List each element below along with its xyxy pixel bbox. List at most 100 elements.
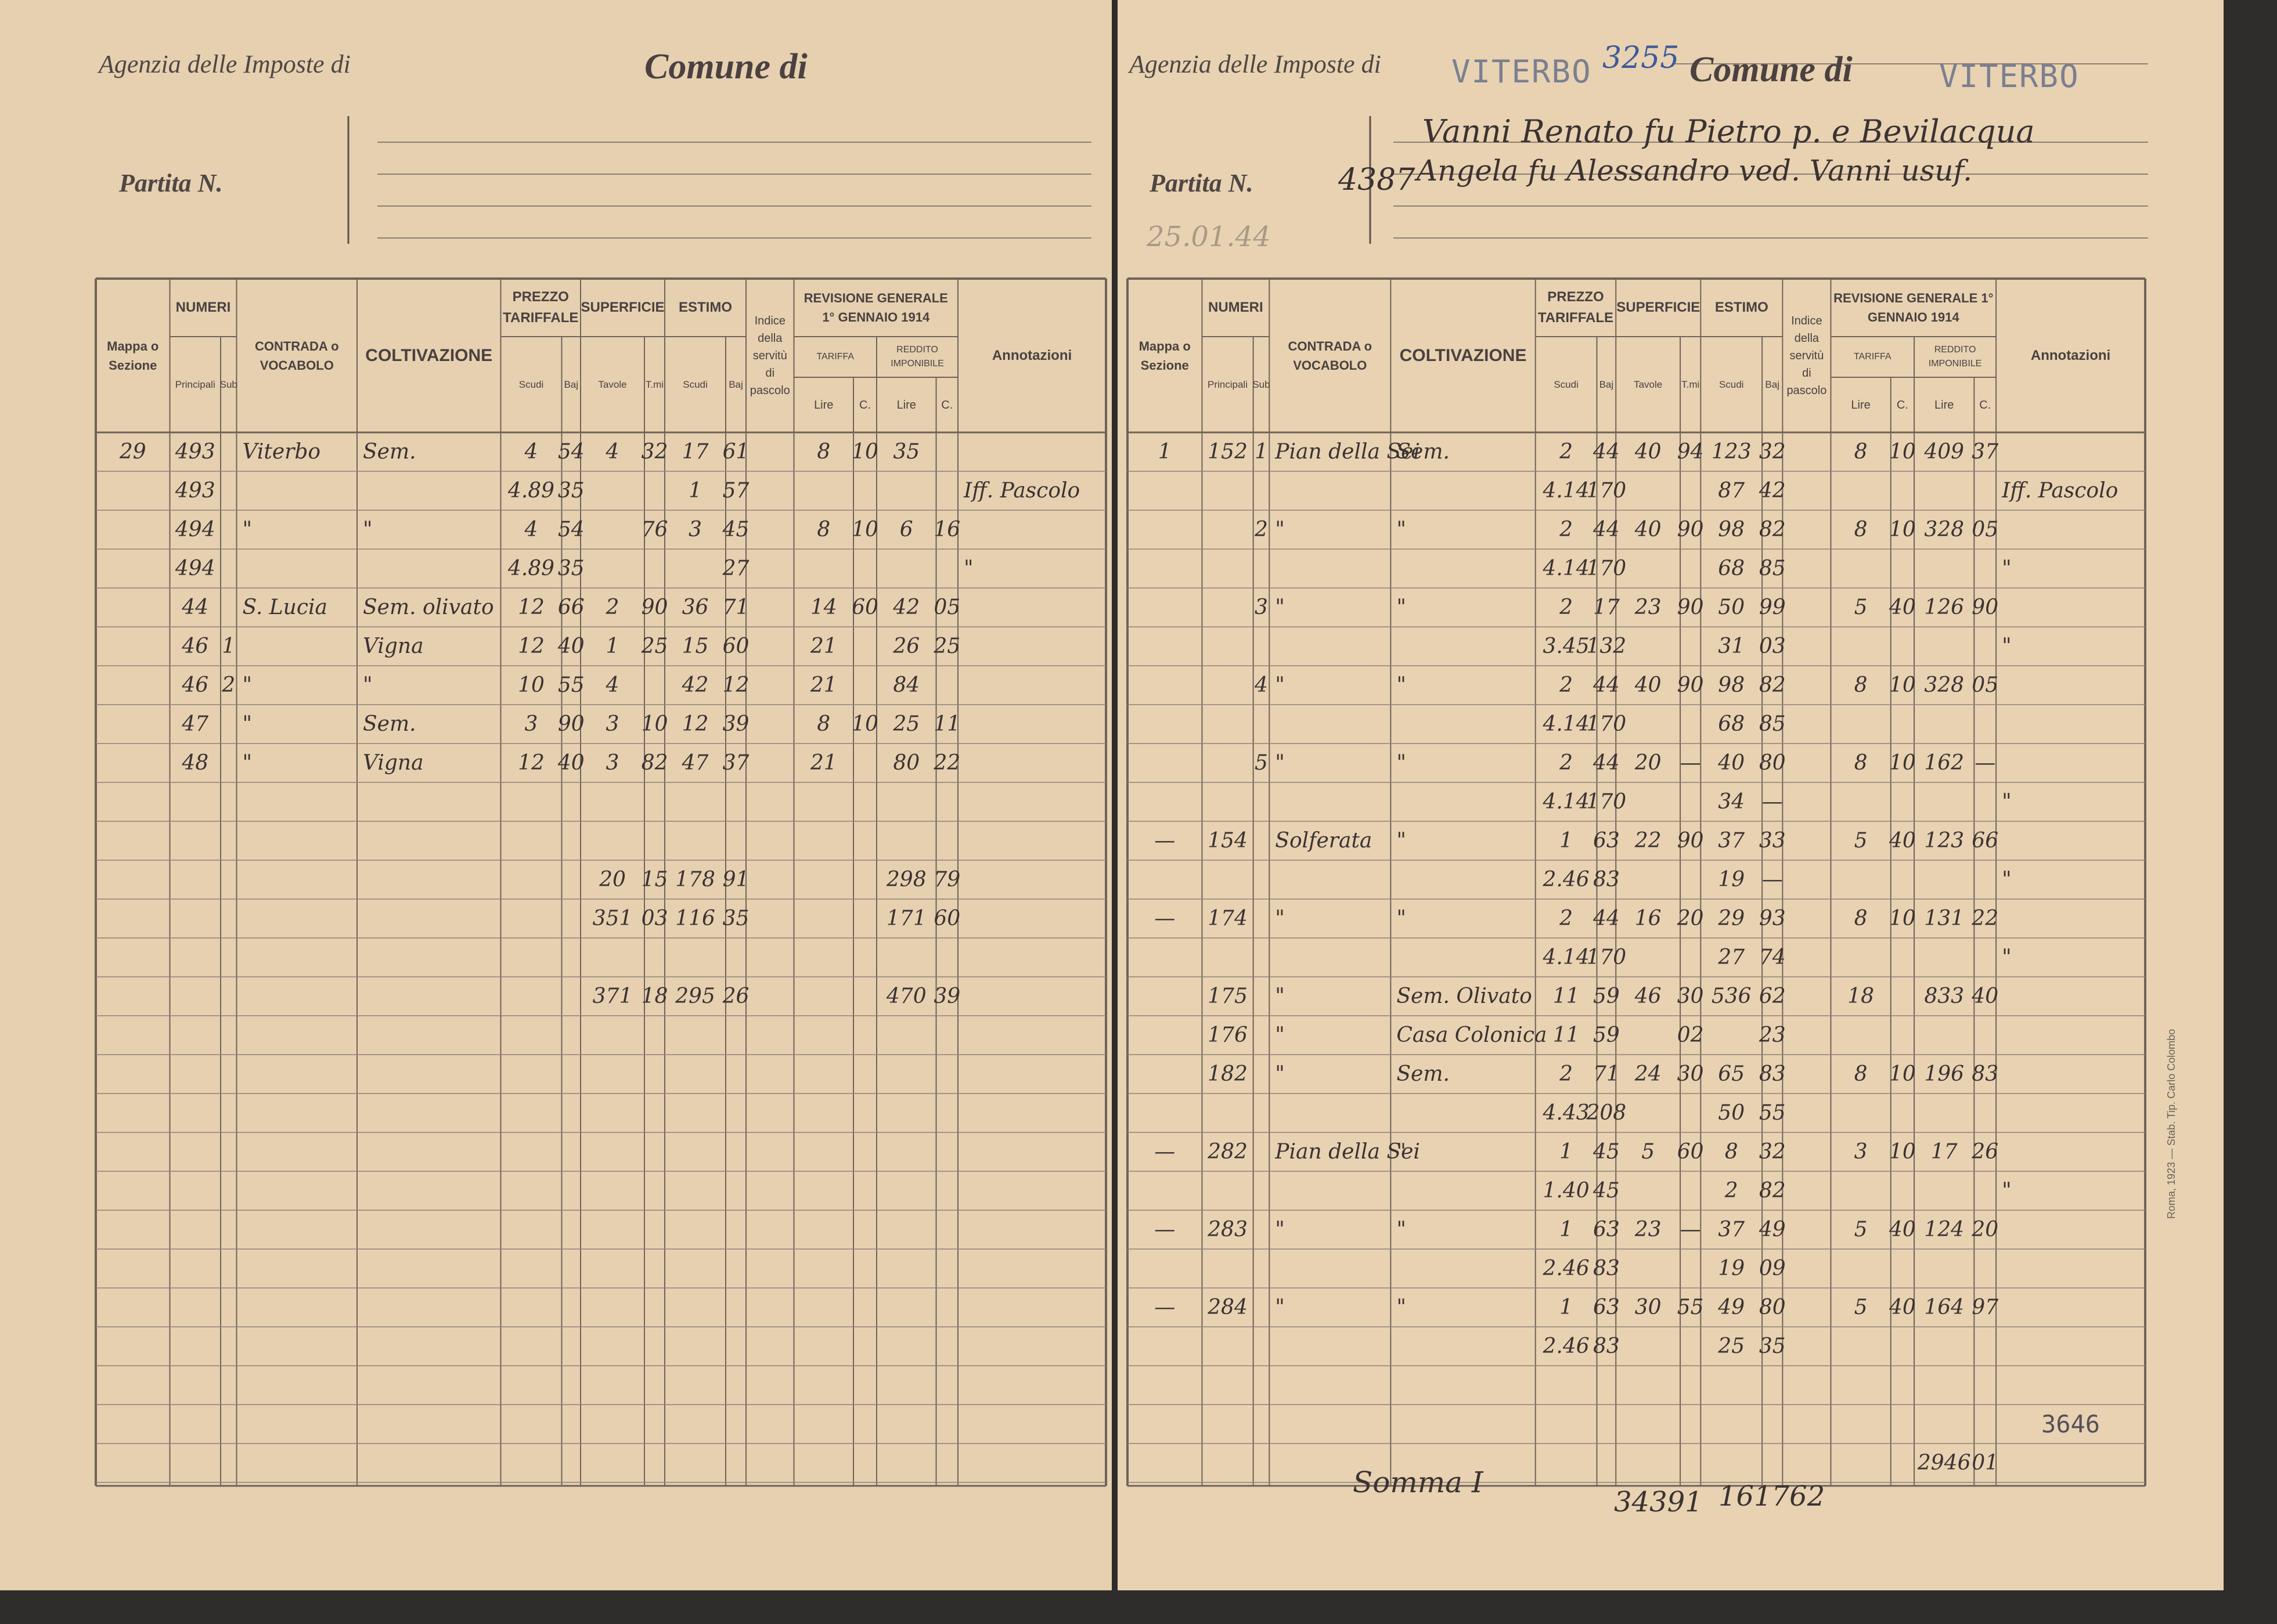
cell-reddito-c: 05 bbox=[934, 596, 961, 619]
cell-estimo-scudi: 2 bbox=[1724, 1179, 1738, 1203]
cell-prezzo-scudi: 12 bbox=[518, 751, 545, 775]
cell-tariffa-lire: 5 bbox=[1854, 829, 1868, 853]
cell-superficie-tmi: 90 bbox=[1677, 596, 1704, 619]
cell-annotazioni: " bbox=[964, 557, 974, 580]
column-header: Tavole bbox=[1634, 378, 1663, 390]
cell-prezzo-scudi: 2.46 bbox=[1543, 868, 1590, 892]
cell-coltivazione: Sem. bbox=[1396, 1062, 1450, 1086]
cell-prezzo-scudi: 2 bbox=[1559, 907, 1573, 930]
cell-tariffa-c: 10 bbox=[1889, 751, 1916, 775]
cell-tariffa-c: 40 bbox=[1889, 1218, 1916, 1242]
cell-estimo-scudi: 19 bbox=[1718, 868, 1745, 892]
cell-reddito-c: 05 bbox=[1972, 673, 1999, 697]
cell-estimo-baj: 93 bbox=[1759, 907, 1786, 930]
cell-superficie-tmi: 90 bbox=[1677, 673, 1704, 697]
cell-coltivazione: Vigna bbox=[363, 634, 424, 658]
cell-prezzo-scudi: 4.43 bbox=[1543, 1101, 1590, 1125]
cell-estimo-scudi: 47 bbox=[682, 751, 709, 775]
cell-reddito-c: 22 bbox=[1972, 907, 1999, 930]
column-header: Baj bbox=[1765, 378, 1779, 390]
cell-tariffa-lire: 5 bbox=[1854, 596, 1868, 619]
cell-reddito-c: 20 bbox=[1972, 1218, 1999, 1242]
cell-principali: 283 bbox=[1208, 1218, 1248, 1242]
cell-superficie-tmi: 32 bbox=[641, 440, 668, 464]
cell-estimo-baj: 85 bbox=[1759, 557, 1786, 580]
cell-superficie-tmi: 82 bbox=[641, 751, 668, 775]
cell-prezzo-baj: 40 bbox=[557, 634, 585, 658]
column-header: Principali bbox=[1208, 378, 1248, 390]
cell-coltivazione: " bbox=[1396, 1218, 1406, 1242]
cell-estimo-baj: 55 bbox=[1759, 1101, 1786, 1125]
cell-superficie-tavole: 351 bbox=[592, 907, 633, 930]
cell-superficie-tmi: 25 bbox=[641, 634, 668, 658]
column-header: T.mi bbox=[645, 378, 664, 390]
cell-contrada: S. Lucia bbox=[242, 596, 328, 619]
cell-prezzo-baj: 63 bbox=[1593, 829, 1620, 853]
cell-estimo-baj: 32 bbox=[1759, 1140, 1786, 1164]
cell-prezzo-scudi: 2 bbox=[1559, 751, 1573, 775]
cell-prezzo-baj: 44 bbox=[1593, 751, 1620, 775]
cell-principali: 282 bbox=[1208, 1140, 1248, 1164]
cell-contrada: Viterbo bbox=[242, 440, 321, 464]
cell-superficie-tmi: 03 bbox=[641, 907, 668, 930]
column-header: COLTIVAZIONE bbox=[365, 346, 493, 365]
partita-label: Partita N. bbox=[119, 169, 223, 197]
cell-prezzo-baj: 170 bbox=[1586, 790, 1627, 814]
cell-superficie-tmi: 15 bbox=[641, 868, 668, 892]
cell-prezzo-baj: 83 bbox=[1593, 1334, 1620, 1358]
cell-tariffa-c: 40 bbox=[1889, 1295, 1916, 1319]
cell-annotazioni: Iff. Pascolo bbox=[964, 479, 1080, 503]
cell-tariffa-c: 10 bbox=[1889, 673, 1916, 697]
cell-prezzo-baj: 170 bbox=[1586, 557, 1627, 580]
cell-coltivazione: Sem. bbox=[363, 440, 416, 464]
cell-tariffa-lire: 8 bbox=[817, 440, 831, 464]
column-header: Sub bbox=[1252, 378, 1270, 390]
cell-superficie-tmi: 90 bbox=[641, 596, 668, 619]
cell-reddito-lire: 2946 bbox=[1917, 1451, 1971, 1475]
cell-tariffa-lire: 8 bbox=[1854, 1062, 1868, 1086]
cell-tariffa-lire: 8 bbox=[817, 518, 831, 542]
cell-superficie-tavole: 1 bbox=[606, 634, 619, 658]
sum-label: Somma I bbox=[1353, 1466, 1483, 1499]
cell-contrada: " bbox=[1275, 518, 1285, 542]
cell-reddito-lire: 123 bbox=[1924, 829, 1965, 853]
cell-superficie-tmi: — bbox=[1680, 751, 1701, 775]
cell-prezzo-baj: 170 bbox=[1586, 945, 1627, 969]
cell-mappa: 1 bbox=[1158, 440, 1172, 464]
cell-reddito-c: 60 bbox=[934, 907, 961, 930]
cell-estimo-scudi: 178 bbox=[675, 868, 715, 892]
cell-prezzo-baj: 54 bbox=[557, 440, 585, 464]
cell-estimo-scudi: 123 bbox=[1711, 440, 1752, 464]
cell-contrada: " bbox=[1275, 751, 1285, 775]
cell-prezzo-baj: 83 bbox=[1593, 868, 1620, 892]
cell-superficie-tmi: 30 bbox=[1677, 1062, 1704, 1086]
column-header: NUMERI bbox=[175, 299, 231, 315]
cell-contrada: " bbox=[1275, 1023, 1285, 1047]
cell-prezzo-baj: 66 bbox=[557, 596, 585, 619]
reference-number: 3255 bbox=[1602, 41, 1680, 75]
cell-estimo-baj: 71 bbox=[722, 596, 750, 619]
cell-mappa: 29 bbox=[119, 440, 146, 464]
comune-name-stamp: VITERBO bbox=[1939, 58, 2080, 95]
cell-estimo-baj: 35 bbox=[722, 907, 750, 930]
cell-contrada: " bbox=[242, 751, 253, 775]
cell-estimo-scudi: 37 bbox=[1718, 1218, 1745, 1242]
cell-estimo-baj: 37 bbox=[722, 751, 750, 775]
comune-label: Comune di bbox=[1689, 50, 1853, 89]
partita-label: Partita N. bbox=[1150, 169, 1253, 197]
cell-superficie-tmi: 18 bbox=[641, 984, 668, 1008]
cell-prezzo-scudi: 1 bbox=[1559, 1218, 1573, 1242]
column-header: REVISIONE GENERALE 1° GENNAIO 1914 bbox=[804, 291, 948, 324]
cell-superficie-tmi: 02 bbox=[1677, 1023, 1704, 1047]
cell-estimo-baj: 23 bbox=[1759, 1023, 1786, 1047]
cell-coltivazione: " bbox=[1396, 751, 1406, 775]
cell-prezzo-scudi: 4.14 bbox=[1543, 790, 1590, 814]
cell-principali: 47 bbox=[182, 712, 209, 736]
cell-reddito-lire: 17 bbox=[1930, 1140, 1958, 1164]
cell-coltivazione: " bbox=[363, 518, 373, 542]
cell-reddito-lire: 6 bbox=[899, 518, 913, 542]
cell-prezzo-scudi: 3 bbox=[524, 712, 538, 736]
cell-reddito-lire: 162 bbox=[1924, 751, 1965, 775]
cell-contrada: " bbox=[1275, 984, 1285, 1008]
cell-estimo-baj: 26 bbox=[722, 984, 750, 1008]
